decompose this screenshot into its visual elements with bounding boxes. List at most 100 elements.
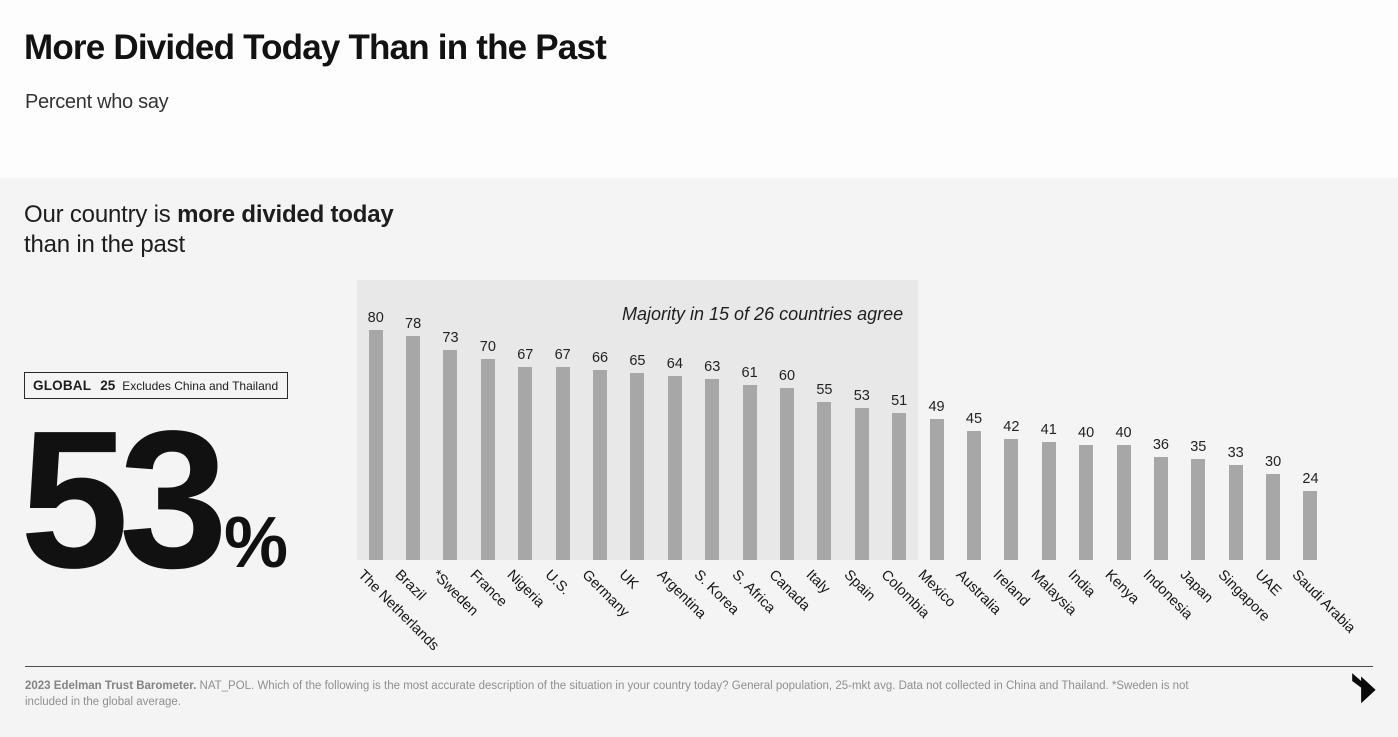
bar <box>1079 445 1094 560</box>
bar-slot: 40 <box>1105 280 1142 560</box>
footer-source-bold: 2023 Edelman Trust Barometer. <box>25 680 197 692</box>
bar <box>443 350 458 560</box>
next-arrow-icon <box>1352 673 1376 704</box>
bar-slot: 45 <box>955 280 992 560</box>
bar-slot: 64 <box>656 280 693 560</box>
bar <box>667 376 682 560</box>
bar-value-label: 24 <box>1302 471 1319 487</box>
page-subtitle: Percent who say <box>25 91 169 113</box>
bar <box>406 335 421 560</box>
bar <box>1153 456 1168 560</box>
bar-slot: 80 <box>357 280 394 560</box>
bar-value-label: 64 <box>666 356 683 372</box>
next-arrow-button[interactable] <box>1340 670 1380 712</box>
bar-slot: 63 <box>694 280 731 560</box>
bar <box>705 378 720 560</box>
bar-slot: 36 <box>1142 280 1179 560</box>
bar <box>1266 473 1281 560</box>
global-stat: 53% <box>20 402 288 598</box>
bar-slot: 60 <box>768 280 805 560</box>
bar-value-label: 73 <box>442 330 459 347</box>
bar-slot: 65 <box>619 280 656 560</box>
bar-slot: 53 <box>843 280 880 560</box>
global-stat-unit: % <box>224 503 289 583</box>
bar-slot: 78 <box>394 280 431 560</box>
bar-value-label: 70 <box>479 338 496 355</box>
bar-value-label: 80 <box>367 310 384 326</box>
bar <box>892 413 907 560</box>
bar-slot: 55 <box>806 280 843 560</box>
bar-value-label: 45 <box>965 410 983 427</box>
chart-annotation: Majority in 15 of 26 countries agree <box>622 304 904 324</box>
bar <box>1228 465 1243 560</box>
footer-divider <box>25 666 1373 667</box>
footer-source: 2023 Edelman Trust Barometer. NAT_POL. W… <box>25 679 1215 710</box>
bar <box>593 370 608 560</box>
bar-slot: 67 <box>544 280 581 560</box>
category-label: India <box>1064 567 1099 601</box>
bar <box>1116 445 1131 560</box>
bar-value-label: 33 <box>1227 445 1244 462</box>
bar-value-label: 51 <box>891 393 908 410</box>
bar <box>966 430 981 560</box>
bar-value-label: 67 <box>554 347 571 364</box>
category-labels: The Netherlands Brazil *Sweden France Nigeri… <box>354 560 1358 675</box>
bar <box>779 387 794 560</box>
statement-bold: more divided today <box>177 201 394 228</box>
bar <box>817 401 832 560</box>
statement: Our country is more divided today than i… <box>24 200 454 260</box>
bar-value-label: 40 <box>1115 425 1132 441</box>
bar-slot: 73 <box>432 280 469 560</box>
bar-value-label: 63 <box>704 358 721 375</box>
bar-value-label: 61 <box>741 364 758 381</box>
category-label: Spain <box>840 567 878 605</box>
bar-slot: 40 <box>1067 280 1104 560</box>
category-label: Italy <box>802 567 834 598</box>
statement-prefix: Our country is <box>24 201 178 228</box>
global-stat-value: 53 <box>20 390 228 609</box>
bar <box>368 330 383 560</box>
bar-slot: 42 <box>993 280 1030 560</box>
bar-value-label: 78 <box>405 315 422 332</box>
bar-slot: 66 <box>581 280 618 560</box>
plot-area: Majority in 15 of 26 countries agree 80 7… <box>357 280 1329 560</box>
bar-value-label: 55 <box>816 381 833 398</box>
bar-slot: 33 <box>1217 280 1254 560</box>
category-label: Kenya <box>1102 567 1143 608</box>
page-title: More Divided Today Than in the Past <box>24 28 607 67</box>
bar-value-label: 40 <box>1078 425 1095 441</box>
bar-value-label: 66 <box>591 350 609 367</box>
bar-slot: 24 <box>1292 280 1329 560</box>
bar-value-label: 42 <box>1003 419 1020 436</box>
bar <box>518 367 533 560</box>
bar <box>555 367 570 560</box>
global-badge-count: 25 <box>100 378 116 393</box>
global-badge: GLOBAL 25 Excludes China and Thailand <box>24 372 289 399</box>
bar-value-label: 35 <box>1190 439 1207 456</box>
bar-slot: 49 <box>918 280 955 560</box>
bar <box>1041 442 1056 560</box>
bar-value-label: 67 <box>517 347 534 364</box>
footer-source-text: NAT_POL. Which of the following is the m… <box>25 680 1189 708</box>
bar-slot: 61 <box>731 280 768 560</box>
bar-slot: 41 <box>1030 280 1067 560</box>
category-label: UAE <box>1251 567 1285 600</box>
bar-value-label: 49 <box>928 399 945 416</box>
global-badge-note: Excludes China and Thailand <box>122 379 279 393</box>
category-label: UK <box>616 567 642 593</box>
bar-value-label: 41 <box>1040 422 1057 439</box>
bar-slot: 67 <box>507 280 544 560</box>
bar-slot: 35 <box>1180 280 1217 560</box>
bar <box>742 384 757 560</box>
global-badge-label: GLOBAL <box>33 378 92 393</box>
bar-value-label: 36 <box>1152 436 1169 453</box>
bar <box>854 407 869 560</box>
category-label: Nigeria <box>503 567 548 611</box>
bar <box>480 358 495 560</box>
bar <box>1191 459 1206 560</box>
bar-value-label: 30 <box>1265 453 1282 470</box>
bar-value-label: 65 <box>629 353 646 370</box>
statement-line2: than in the past <box>24 231 185 258</box>
bar-slot: 51 <box>880 280 917 560</box>
category-label: U.S. <box>541 567 573 599</box>
